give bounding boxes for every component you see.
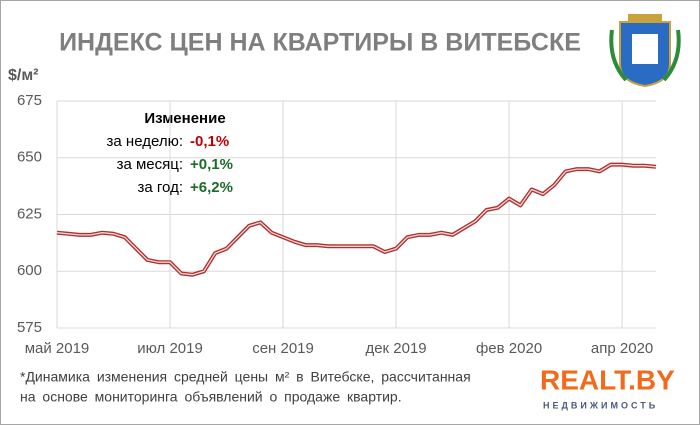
- annotation-label: за месяц:: [117, 156, 183, 173]
- footnote: на основе мониторинга объявлений о прода…: [20, 389, 402, 405]
- x-tick-label: май 2019: [25, 340, 90, 357]
- y-axis-label: $/м²: [8, 67, 39, 84]
- footnote: *Динамика изменения средней цены м² в Ви…: [20, 369, 471, 385]
- annotation-label: за год:: [138, 179, 183, 196]
- x-tick-label: фев 2020: [476, 340, 542, 357]
- annotation-heading: Изменение: [144, 110, 225, 127]
- annotation-value: +0,1%: [190, 156, 233, 173]
- y-tick-label: 650: [17, 149, 42, 166]
- y-tick-label: 600: [17, 262, 42, 279]
- x-tick-label: июл 2019: [137, 340, 203, 357]
- coat-of-arms: [609, 14, 681, 88]
- y-tick-label: 575: [17, 319, 42, 336]
- logo-tagline: НЕДВИЖИМОСТЬ: [543, 400, 658, 410]
- chart-title: ИНДЕКС ЦЕН НА КВАРТИРЫ В ВИТЕБСКЕ: [59, 29, 581, 57]
- y-tick-label: 675: [17, 92, 42, 109]
- y-tick-label: 625: [17, 205, 42, 222]
- annotation-label: за неделю:: [107, 133, 183, 150]
- x-tick-label: дек 2019: [365, 340, 426, 357]
- x-tick-label: сен 2019: [252, 340, 314, 357]
- data-line-highlight: [56, 163, 657, 276]
- annotation-value: +6,2%: [190, 179, 233, 196]
- logo: REALT.BY НЕДВИЖИМОСТЬ: [540, 364, 675, 410]
- logo-name: REALT.BY: [540, 364, 675, 395]
- x-tick-label: апр 2020: [591, 340, 653, 357]
- annotation-value: -0,1%: [190, 133, 229, 150]
